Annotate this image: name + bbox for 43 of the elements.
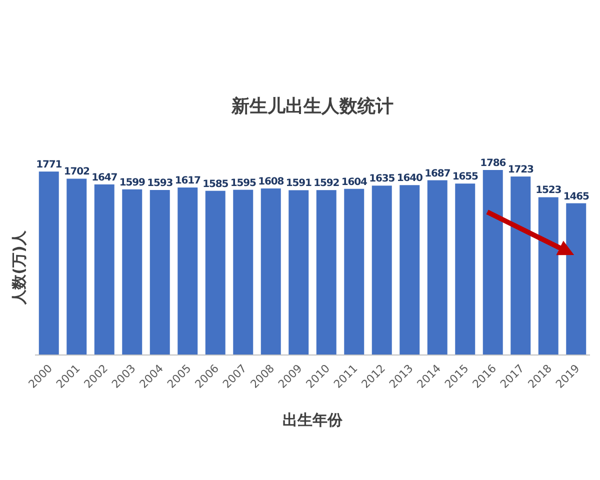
bar — [344, 188, 364, 355]
data-label: 1635 — [369, 174, 396, 185]
data-label: 1647 — [92, 172, 118, 184]
data-label: 1640 — [396, 173, 423, 184]
bar — [482, 170, 503, 355]
data-label: 1655 — [452, 172, 478, 183]
data-label: 1786 — [480, 158, 506, 169]
data-label: 1465 — [563, 191, 590, 202]
data-label: 1702 — [64, 166, 90, 178]
data-label: 1523 — [536, 185, 562, 196]
bar — [66, 178, 87, 355]
bar — [205, 190, 226, 355]
bar — [38, 172, 59, 355]
data-label: 1595 — [230, 178, 256, 189]
bar — [233, 190, 254, 355]
bar — [288, 190, 309, 355]
bar — [510, 176, 531, 355]
bar — [566, 203, 586, 355]
bar — [260, 188, 281, 355]
data-label: 1599 — [119, 177, 146, 188]
x-axis-title: 出生年份 — [282, 411, 344, 429]
data-label: 1608 — [258, 176, 284, 188]
data-label: 1593 — [147, 178, 174, 189]
bar — [455, 184, 476, 355]
data-label: 1687 — [424, 168, 451, 180]
bar — [372, 186, 392, 355]
data-label: 1591 — [286, 178, 312, 190]
data-label: 1604 — [341, 176, 368, 188]
bar — [178, 188, 198, 355]
data-label: 1723 — [508, 164, 534, 176]
bar — [94, 184, 114, 355]
data-label: 1771 — [36, 160, 62, 171]
bar — [316, 190, 336, 355]
bar — [122, 189, 142, 355]
bar — [538, 197, 558, 355]
bar — [150, 190, 170, 355]
bar — [427, 180, 448, 355]
data-label: 1585 — [202, 178, 229, 190]
chart-title: 新生儿出生人数统计 — [230, 96, 394, 117]
bar — [400, 185, 420, 355]
data-label: 1592 — [314, 178, 340, 190]
y-axis-title: 人数(万)人 — [10, 230, 28, 306]
data-label: 1617 — [174, 176, 201, 187]
